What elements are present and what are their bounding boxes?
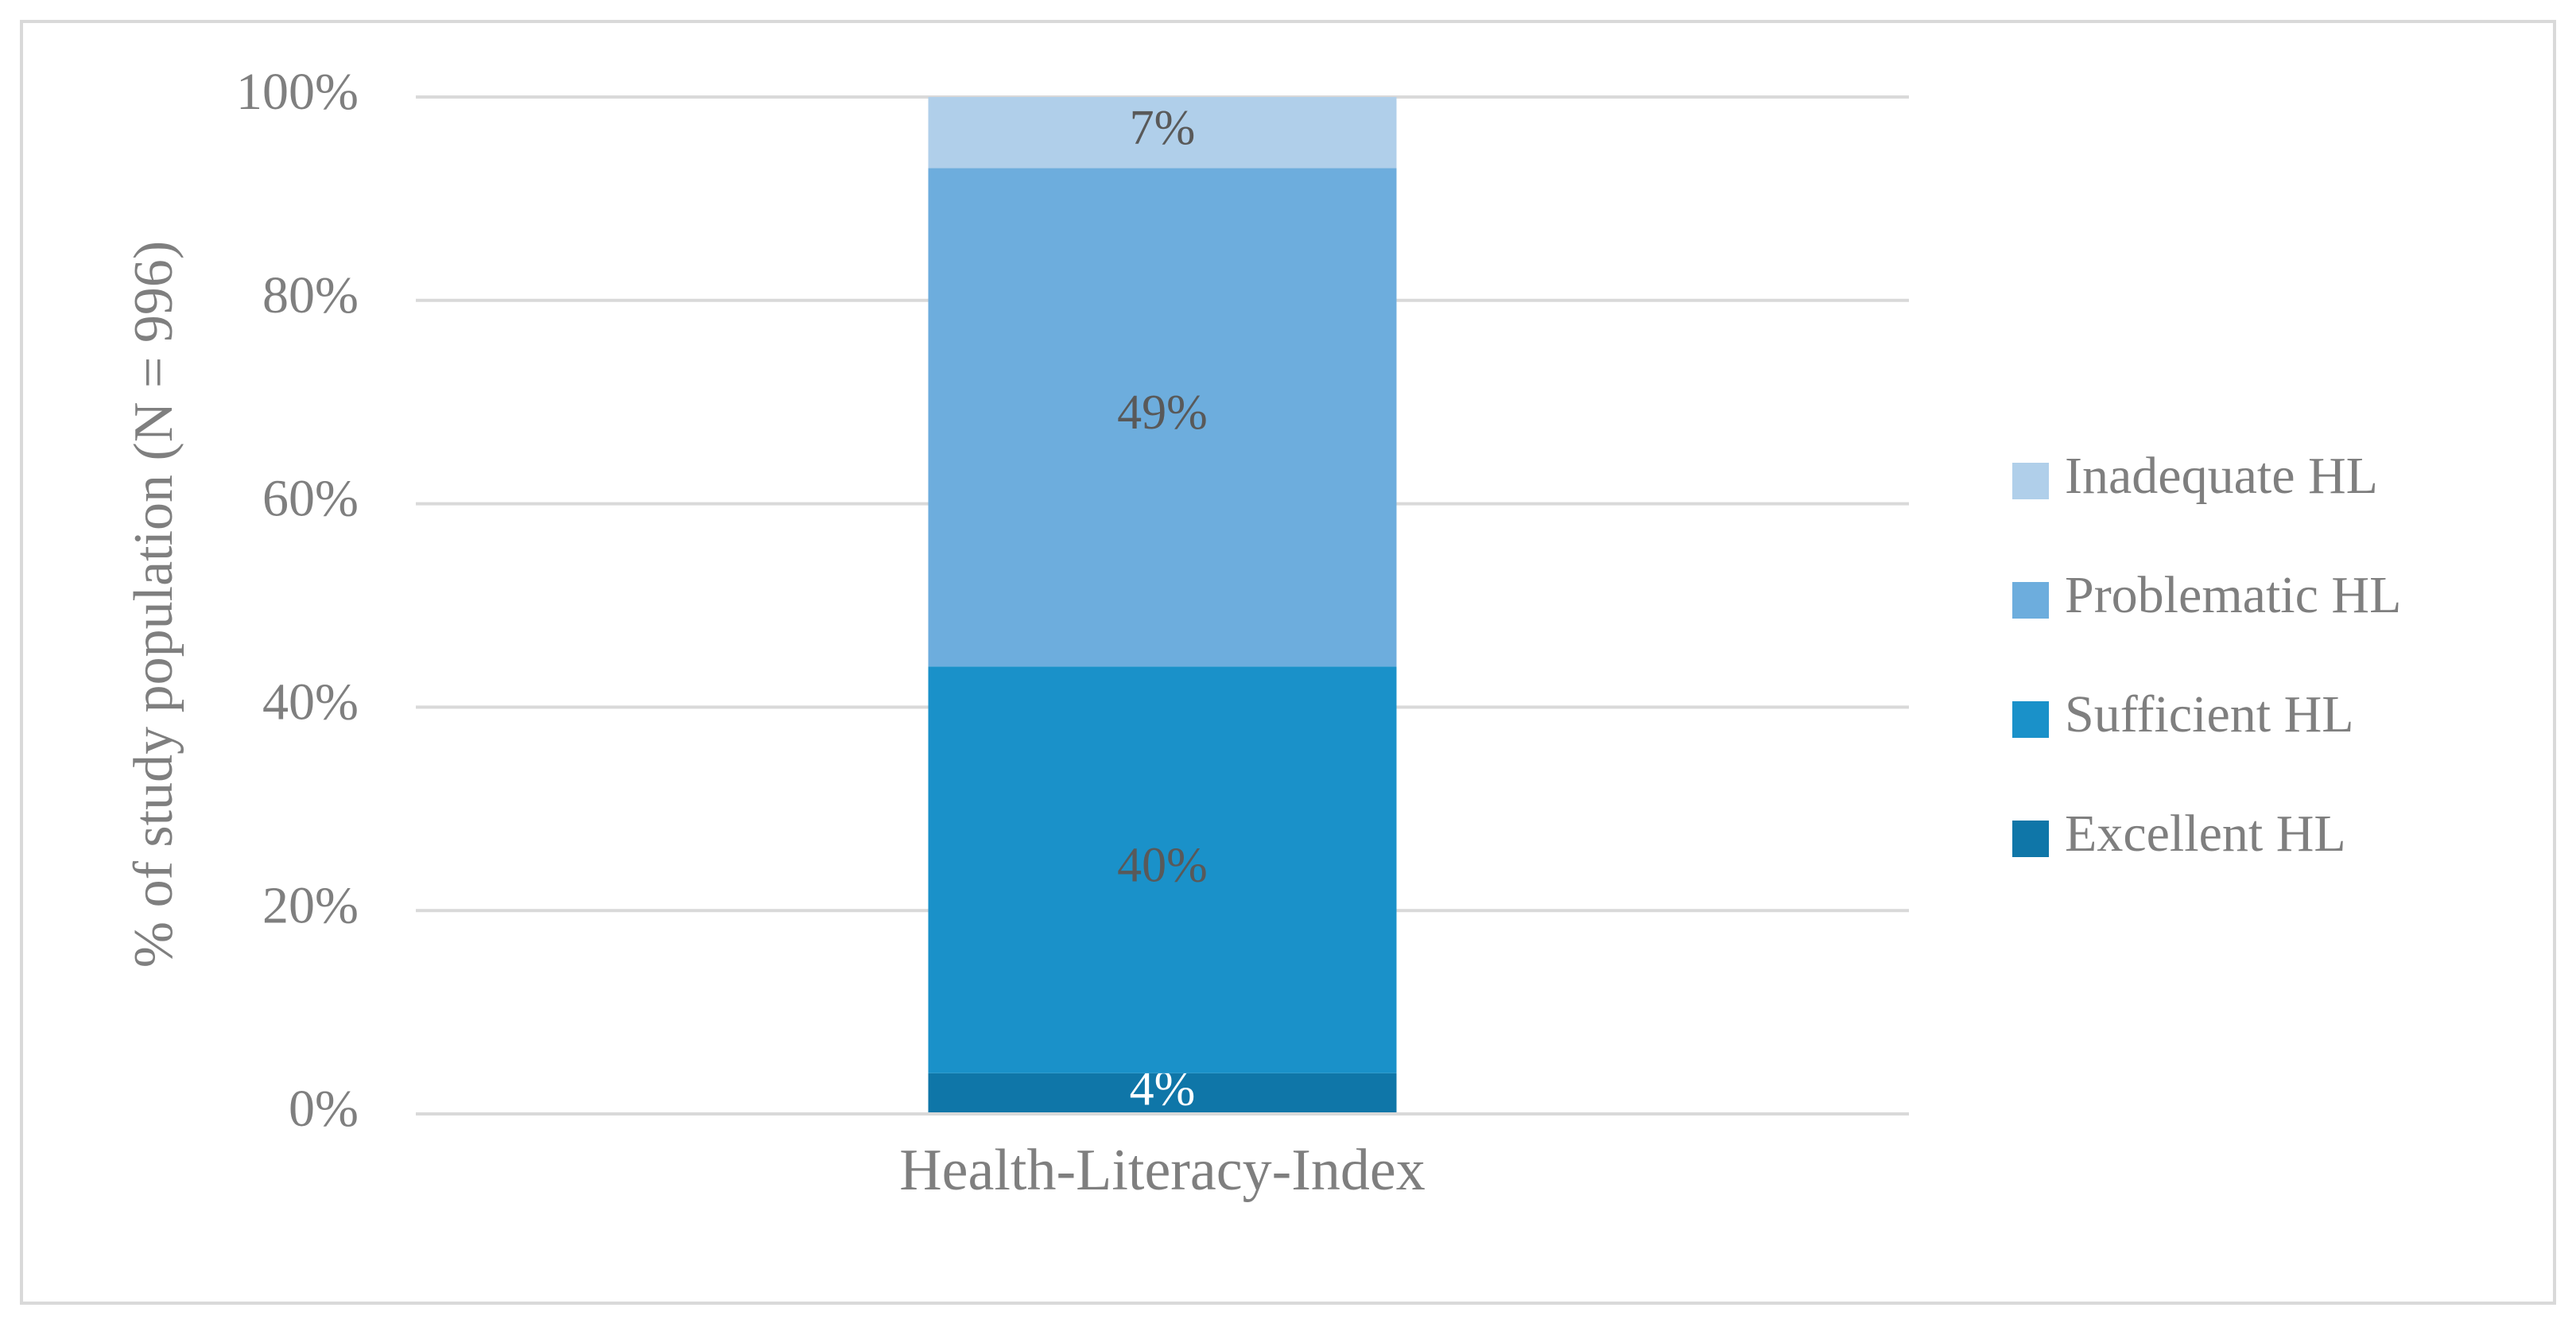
legend-label: Sufficient HL <box>2065 685 2354 743</box>
y-tick-label: 0% <box>289 1080 359 1138</box>
data-label: 40% <box>1117 838 1208 892</box>
legend-label: Excellent HL <box>2065 805 2346 863</box>
data-label: 7% <box>1130 101 1196 155</box>
y-tick-label: 80% <box>262 266 359 324</box>
legend-label: Problematic HL <box>2065 566 2401 624</box>
legend-swatch <box>2012 582 2049 619</box>
data-label: 49% <box>1117 386 1208 440</box>
bar-segment <box>928 168 1397 667</box>
y-tick-label: 40% <box>262 673 359 731</box>
y-tick-label: 100% <box>236 63 359 121</box>
bar-segment <box>928 1073 1397 1114</box>
legend-swatch <box>2012 463 2049 499</box>
x-tick-label: Health-Literacy-Index <box>899 1138 1426 1203</box>
bar-segment <box>928 666 1397 1073</box>
y-tick-label: 20% <box>262 876 359 934</box>
legend-swatch <box>2012 701 2049 738</box>
y-tick-label: 60% <box>262 470 359 528</box>
bar-segment <box>928 97 1397 169</box>
y-axis-title: % of study population (N = 996) <box>123 241 184 968</box>
legend-swatch <box>2012 821 2049 857</box>
legend-label: Inadequate HL <box>2065 447 2378 505</box>
